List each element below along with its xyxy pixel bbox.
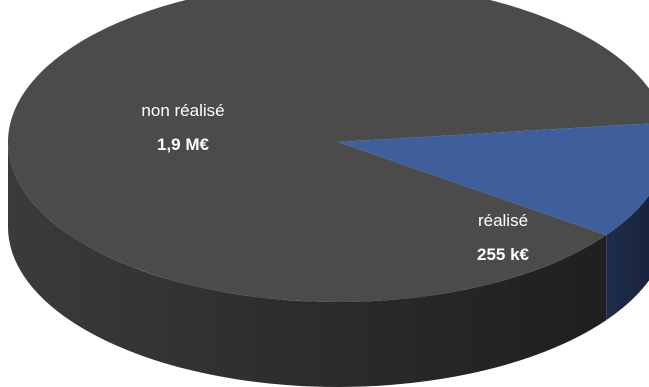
slice-realise xyxy=(338,123,649,236)
slice-side-realise xyxy=(606,195,649,321)
slice-value-non-realise: 1,9 M€ xyxy=(157,135,210,154)
slice-label-realise: réalisé xyxy=(478,211,528,230)
slice-non-realise xyxy=(8,0,649,302)
slice-value-realise: 255 k€ xyxy=(477,245,530,264)
slice-side-non-realise xyxy=(8,142,607,387)
slice-label-non-realise: non réalisé xyxy=(141,101,224,120)
